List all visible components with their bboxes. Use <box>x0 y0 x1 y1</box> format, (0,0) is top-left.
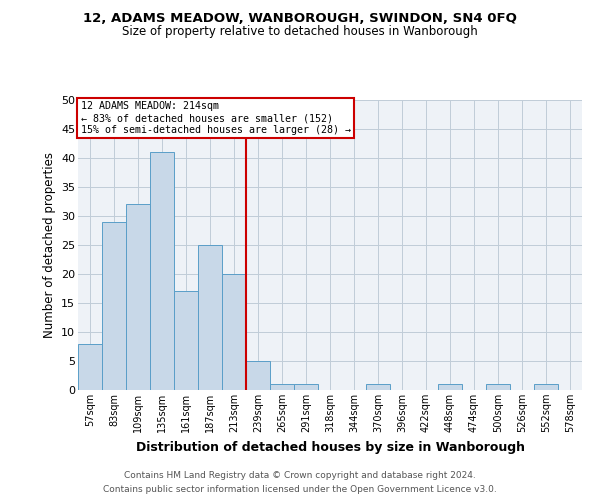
Bar <box>150 152 174 390</box>
Text: 12 ADAMS MEADOW: 214sqm
← 83% of detached houses are smaller (152)
15% of semi-d: 12 ADAMS MEADOW: 214sqm ← 83% of detache… <box>80 102 350 134</box>
Bar <box>222 274 246 390</box>
Bar <box>438 384 462 390</box>
Bar <box>102 222 126 390</box>
X-axis label: Distribution of detached houses by size in Wanborough: Distribution of detached houses by size … <box>136 440 524 454</box>
Bar <box>174 292 198 390</box>
Y-axis label: Number of detached properties: Number of detached properties <box>43 152 56 338</box>
Bar <box>294 384 318 390</box>
Text: Contains public sector information licensed under the Open Government Licence v3: Contains public sector information licen… <box>103 484 497 494</box>
Text: Contains HM Land Registry data © Crown copyright and database right 2024.: Contains HM Land Registry data © Crown c… <box>124 472 476 480</box>
Text: Size of property relative to detached houses in Wanborough: Size of property relative to detached ho… <box>122 25 478 38</box>
Bar <box>366 384 390 390</box>
Bar <box>198 245 222 390</box>
Bar <box>246 361 270 390</box>
Bar <box>486 384 510 390</box>
Bar <box>126 204 150 390</box>
Bar <box>534 384 558 390</box>
Bar <box>270 384 294 390</box>
Bar <box>78 344 102 390</box>
Text: 12, ADAMS MEADOW, WANBOROUGH, SWINDON, SN4 0FQ: 12, ADAMS MEADOW, WANBOROUGH, SWINDON, S… <box>83 12 517 26</box>
